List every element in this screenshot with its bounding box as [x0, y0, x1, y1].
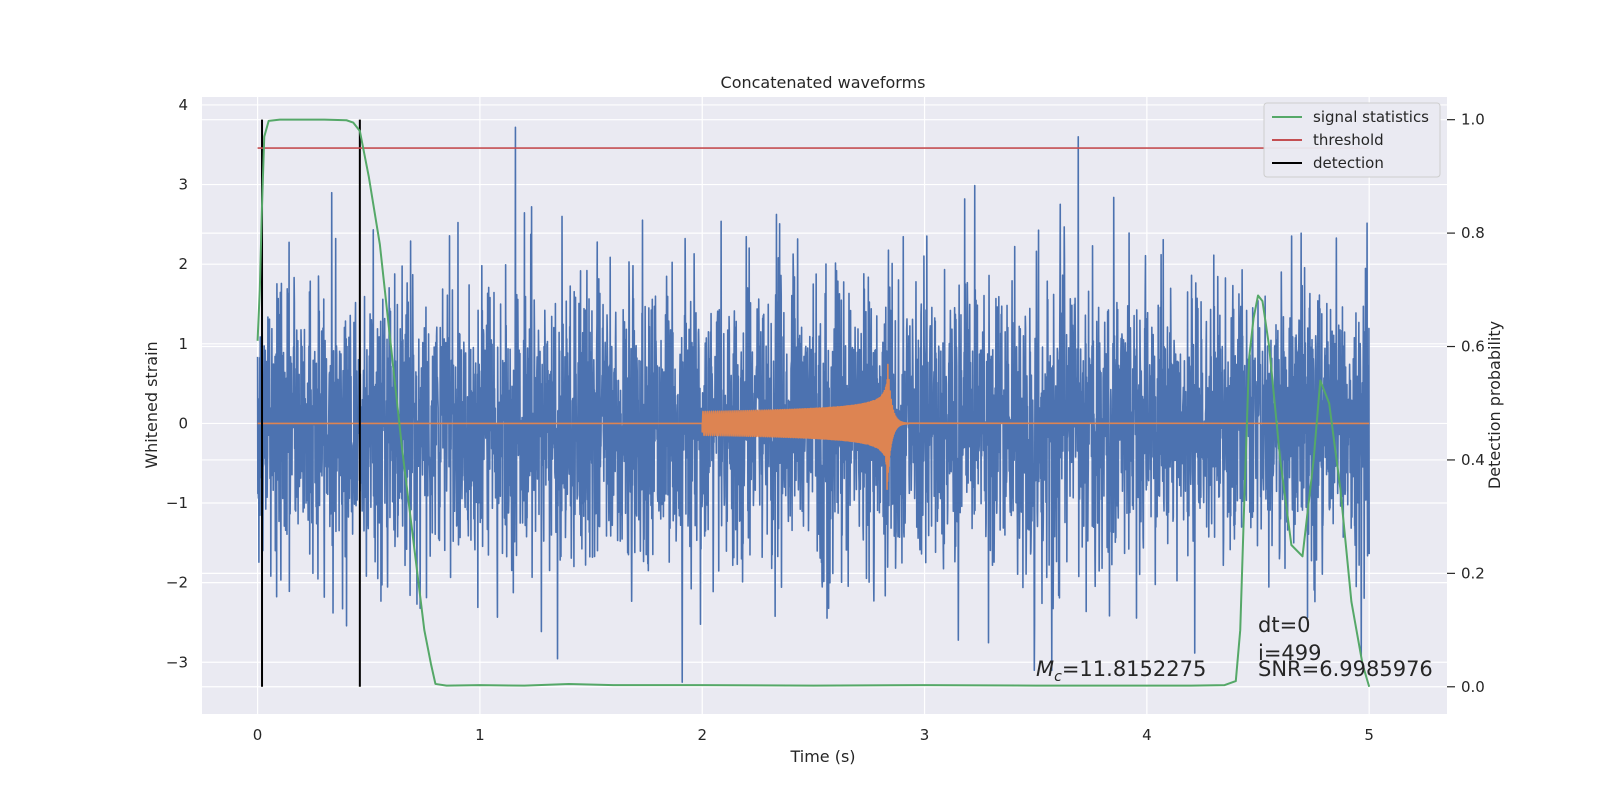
legend-label-detection: detection: [1313, 154, 1384, 172]
noise-series-line: [256, 126, 1370, 683]
legend-label-signal-statistics: signal statistics: [1313, 108, 1429, 126]
x-tick-label: 5: [1364, 726, 1374, 744]
y-right-axis-ticks: 0.0 0.2 0.4 0.6 0.8 1.0: [1447, 111, 1485, 696]
y-tick-label: 0: [178, 414, 188, 432]
annotation-mc-symbol: M: [1036, 657, 1054, 681]
chart-title: Concatenated waveforms: [721, 73, 926, 92]
y-tick-label: 1: [178, 335, 188, 353]
signal-statistics-line: [256, 118, 1371, 688]
chirp-series-line: [257, 363, 1370, 491]
x-tick-label: 3: [920, 726, 930, 744]
y-tick-label: 2: [178, 255, 188, 273]
y-tick-label: 3: [178, 176, 188, 194]
annotation-i: i=499: [1258, 641, 1322, 665]
x-axis-ticks: 0 1 2 3 4 5: [253, 726, 1374, 744]
y-tick-label: −3: [166, 653, 188, 671]
x-tick-label: 1: [475, 726, 485, 744]
y-right-tick-label: 0.8: [1461, 224, 1485, 242]
x-axis-label: Time (s): [789, 747, 855, 766]
y-right-tick-label: 0.6: [1461, 338, 1485, 356]
y-tick-label: −2: [166, 574, 188, 592]
data-series: [256, 118, 1371, 688]
y-right-tick-label: 0.4: [1461, 451, 1485, 469]
annotation-mc-subscript: c: [1054, 669, 1062, 685]
y-tick-label: −1: [166, 494, 188, 512]
y-tick-label: 4: [178, 96, 188, 114]
y-axis-label: Whitened strain: [142, 341, 161, 468]
x-tick-label: 0: [253, 726, 263, 744]
y-axis-ticks: −3 −2 −1 0 1 2 3 4: [166, 96, 188, 671]
annotation-snr: SNR=6.9985976: [1258, 657, 1433, 681]
y-right-axis-label: Detection probability: [1485, 321, 1504, 489]
y-right-tick-label: 0.2: [1461, 564, 1485, 582]
annotation-mc-value: =11.8152275: [1062, 657, 1207, 681]
annotation-dt: dt=0: [1258, 613, 1311, 637]
legend-box: [1263, 102, 1441, 178]
y-right-tick-label: 0.0: [1461, 678, 1485, 696]
legend: signal statistics threshold detection: [1263, 102, 1441, 178]
y-right-tick-label: 1.0: [1461, 111, 1485, 129]
annotation-mc: Mc=11.8152275: [1036, 657, 1206, 685]
x-tick-label: 2: [697, 726, 707, 744]
x-tick-label: 4: [1142, 726, 1152, 744]
legend-label-threshold: threshold: [1313, 131, 1384, 149]
